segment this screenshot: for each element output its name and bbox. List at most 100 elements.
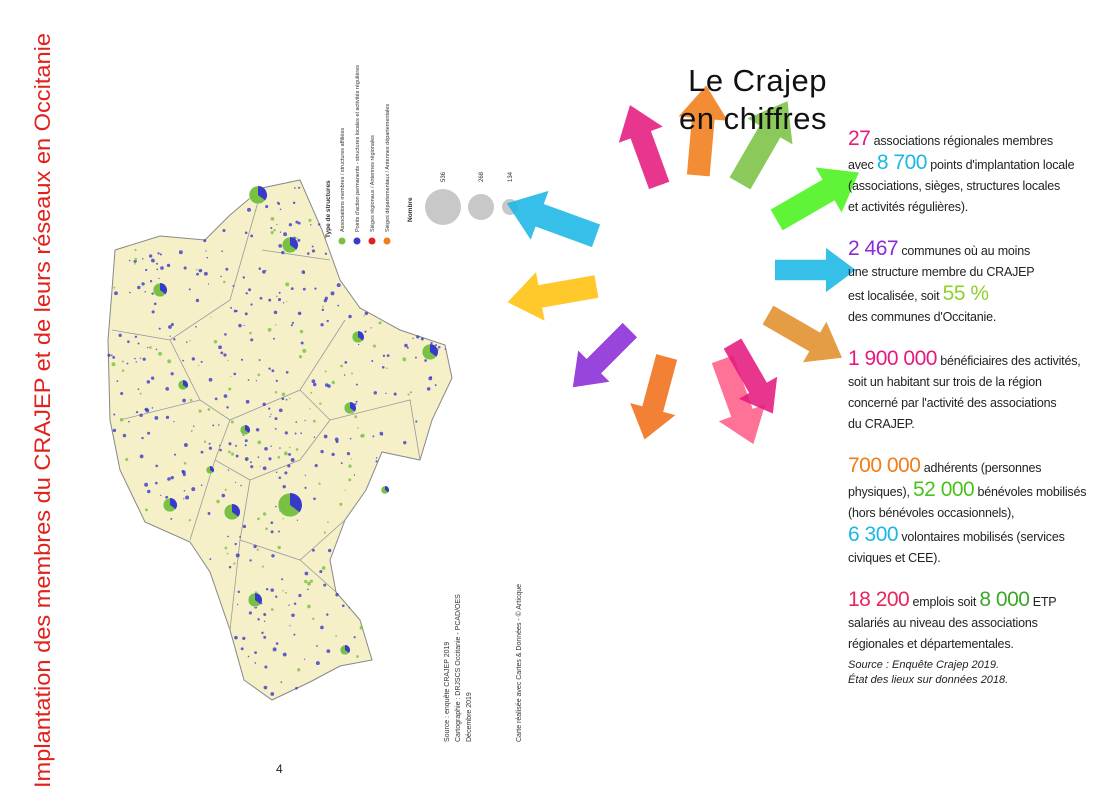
map-dot	[262, 270, 266, 274]
map-dot	[402, 357, 407, 362]
legend-swatch	[383, 237, 391, 245]
map-dot	[370, 327, 372, 329]
map-dot	[311, 245, 314, 248]
map-dot	[237, 590, 241, 594]
map-dot	[119, 418, 124, 422]
map-dot	[296, 237, 298, 239]
map-dot	[195, 268, 198, 271]
map-dot	[259, 465, 261, 467]
map-dot	[149, 346, 152, 349]
map-dot	[178, 250, 183, 255]
map-dot	[335, 634, 338, 637]
map-pie-slice	[183, 380, 188, 388]
map-dot	[107, 353, 111, 357]
map-dot	[359, 625, 364, 630]
map-dot	[208, 446, 213, 450]
map-dot	[235, 481, 237, 483]
map-dot	[304, 579, 308, 584]
stat-text: emplois soit	[909, 595, 980, 609]
map-dot	[420, 337, 424, 341]
map-dot	[183, 461, 187, 465]
stat-figure: 55 %	[942, 282, 989, 305]
map-dot	[141, 436, 144, 440]
map-dot	[319, 402, 322, 405]
map-dot	[227, 469, 230, 471]
map-dot	[135, 361, 137, 363]
map-dot	[288, 452, 292, 456]
map-dot	[220, 351, 224, 355]
stat-line: une structure membre du CRAJEP	[848, 262, 1110, 283]
stat-line: des communes d'Occitanie.	[848, 307, 1110, 328]
map-dot	[416, 335, 420, 339]
map-dot	[282, 589, 284, 592]
stat-line: 700 000 adhérents (personnes	[848, 455, 1110, 479]
map-dot	[285, 370, 289, 374]
stat-text: (hors bénévoles occasionnels),	[848, 506, 1015, 520]
map-dot	[320, 323, 324, 327]
map-dot	[327, 548, 332, 553]
map-dot	[248, 611, 252, 615]
map-dot	[270, 588, 274, 592]
map-dot	[257, 440, 262, 445]
map-dot	[270, 413, 272, 415]
map-dot	[277, 455, 281, 459]
map-dot	[262, 466, 267, 471]
map-dot	[291, 321, 294, 324]
map-dot	[134, 335, 138, 338]
map-dot	[191, 357, 196, 361]
map-dot	[121, 369, 125, 372]
map-dot	[165, 387, 170, 391]
map-dot	[191, 430, 193, 432]
map-dot	[326, 319, 329, 323]
map-dot	[216, 499, 220, 504]
map-pie-slice	[290, 237, 298, 250]
map-dot	[183, 442, 188, 447]
legend-item: Associations membres / structures affili…	[340, 128, 346, 232]
map-dot	[147, 431, 151, 435]
map-dot	[274, 324, 277, 326]
map-dot	[269, 415, 271, 418]
map-dot	[293, 633, 296, 636]
map-dot	[324, 296, 329, 300]
map-dot	[182, 359, 185, 362]
map-dot	[274, 417, 278, 421]
map-dot	[271, 369, 275, 373]
map-dot	[340, 462, 343, 465]
map-dot	[307, 604, 311, 609]
stat-block: 18 200 emplois soit 8 000 ETP salariés au…	[848, 589, 1110, 655]
map-dot	[247, 655, 250, 658]
map-dot	[270, 445, 272, 447]
map-dot	[284, 471, 288, 475]
map-dot	[151, 407, 154, 409]
map-dot	[233, 372, 237, 376]
map-dot	[135, 260, 138, 263]
map-dot	[300, 432, 302, 435]
stat-figure: 27	[848, 127, 871, 150]
map-dot	[288, 446, 291, 449]
map-dot	[198, 409, 202, 413]
map-dot	[339, 502, 343, 506]
map-dot	[302, 348, 307, 353]
heading-line: en chiffres	[679, 101, 827, 136]
map-dot	[249, 461, 252, 464]
map-dot	[348, 607, 350, 609]
map-dot	[149, 280, 153, 283]
map-dot	[257, 456, 260, 459]
map-dot	[210, 316, 212, 318]
map-dot	[412, 337, 414, 339]
map-dot	[346, 451, 351, 456]
map-symbols	[107, 185, 446, 696]
map-dot	[207, 283, 210, 285]
map-dot	[141, 282, 145, 286]
map-dot	[159, 253, 162, 256]
map-dot	[235, 553, 240, 558]
map-dot	[321, 566, 326, 570]
logo-arrow	[506, 190, 601, 248]
map-dot	[185, 341, 188, 343]
map-dot	[207, 408, 211, 411]
map-pie-slice	[245, 425, 250, 433]
map-dot	[344, 361, 348, 364]
map-dot	[318, 482, 321, 485]
map-dot	[155, 262, 158, 265]
map-dot	[353, 474, 356, 476]
